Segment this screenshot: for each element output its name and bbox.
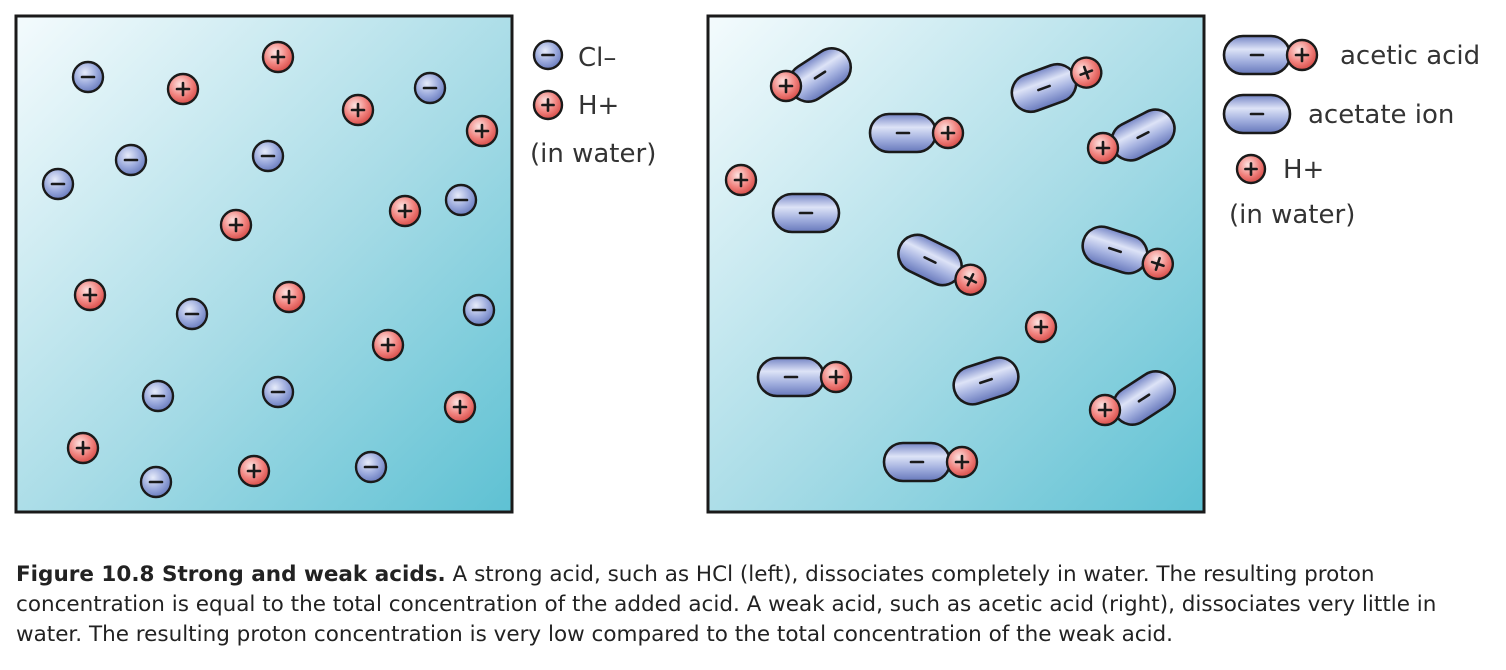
acetic-acid-molecule bbox=[868, 112, 965, 154]
chloride-ion bbox=[141, 379, 175, 413]
legend-acetate-ion-icon bbox=[1222, 93, 1292, 135]
chloride-ion bbox=[251, 139, 285, 173]
legend-acetic-acid-label: acetic acid bbox=[1340, 41, 1480, 71]
acetic-acid-molecule bbox=[882, 441, 979, 483]
acetate-capsule bbox=[756, 356, 826, 398]
acetate-capsule bbox=[868, 112, 938, 154]
acetate-capsule bbox=[771, 192, 841, 234]
legend-right-icons bbox=[1222, 34, 1319, 185]
acetic-acid-molecule bbox=[1081, 225, 1174, 281]
proton-ion bbox=[388, 194, 422, 228]
chloride-ion bbox=[444, 183, 478, 217]
acetate-ion bbox=[771, 192, 841, 234]
bound-proton bbox=[1088, 393, 1122, 427]
proton-ion bbox=[166, 72, 200, 106]
legend-chloride-label: Cl– bbox=[578, 43, 616, 73]
proton-ion bbox=[237, 454, 271, 488]
free-proton bbox=[1024, 310, 1058, 344]
proton-ion bbox=[371, 328, 405, 362]
legend-proton-icon-right bbox=[1235, 153, 1267, 185]
bound-proton bbox=[1285, 38, 1319, 72]
proton-ion bbox=[341, 93, 375, 127]
acetate-capsule bbox=[1222, 34, 1292, 76]
acetate-capsule bbox=[1222, 93, 1292, 135]
acetic-acid-molecule bbox=[897, 233, 987, 296]
bound-proton bbox=[819, 360, 853, 394]
chloride-ion bbox=[261, 375, 295, 409]
legend-proton-icon bbox=[532, 89, 564, 121]
bound-proton bbox=[1086, 131, 1120, 165]
acetate-ion bbox=[952, 356, 1020, 406]
acetate-capsule bbox=[787, 47, 853, 103]
acetic-acid-molecule bbox=[756, 356, 853, 398]
legend-acetic-acid-icon bbox=[1222, 34, 1319, 76]
chloride-ion bbox=[354, 450, 388, 484]
legend-medium-left: (in water) bbox=[530, 139, 656, 169]
acetic-acid-molecule bbox=[787, 47, 853, 103]
proton-ion bbox=[465, 114, 499, 148]
proton-ion bbox=[272, 280, 306, 314]
acetic-acid-molecule bbox=[1010, 56, 1103, 114]
caption-label: Figure 10.8 Strong and weak acids. bbox=[16, 562, 446, 587]
bound-proton bbox=[769, 69, 803, 103]
proton-ion bbox=[219, 208, 253, 242]
caption-text: A strong acid, such as HCl (left), disso… bbox=[16, 562, 1437, 647]
legend-medium-right: (in water) bbox=[1229, 200, 1355, 230]
bound-proton bbox=[954, 263, 987, 296]
chloride-ion bbox=[139, 465, 173, 499]
bound-proton bbox=[931, 116, 965, 150]
proton-ion bbox=[66, 431, 100, 465]
proton-ion bbox=[73, 278, 107, 312]
chloride-ion bbox=[41, 167, 75, 201]
legend-proton-label-left: H+ bbox=[578, 91, 619, 121]
weak-acid-molecules bbox=[724, 47, 1177, 483]
chloride-ion bbox=[114, 143, 148, 177]
proton-ion bbox=[261, 40, 295, 74]
acetate-capsule bbox=[952, 356, 1020, 406]
legend-acetate-ion-label: acetate ion bbox=[1308, 100, 1454, 130]
chloride-ion bbox=[175, 297, 209, 331]
proton-ion bbox=[443, 390, 477, 424]
acetate-capsule bbox=[1010, 62, 1078, 114]
legend-proton-label-right: H+ bbox=[1283, 155, 1324, 185]
chloride-ion bbox=[71, 60, 105, 94]
free-proton bbox=[724, 163, 758, 197]
acetate-capsule bbox=[882, 441, 952, 483]
legend-chloride-icon bbox=[532, 39, 564, 71]
chloride-ion bbox=[462, 293, 496, 327]
bound-proton bbox=[945, 445, 979, 479]
bound-proton bbox=[1141, 247, 1174, 281]
strong-acid-ions bbox=[41, 40, 499, 499]
figure-caption: Figure 10.8 Strong and weak acids. A str… bbox=[16, 560, 1486, 650]
chloride-ion bbox=[413, 71, 447, 105]
bound-proton bbox=[1070, 56, 1103, 89]
legend-left-icons bbox=[532, 39, 564, 121]
